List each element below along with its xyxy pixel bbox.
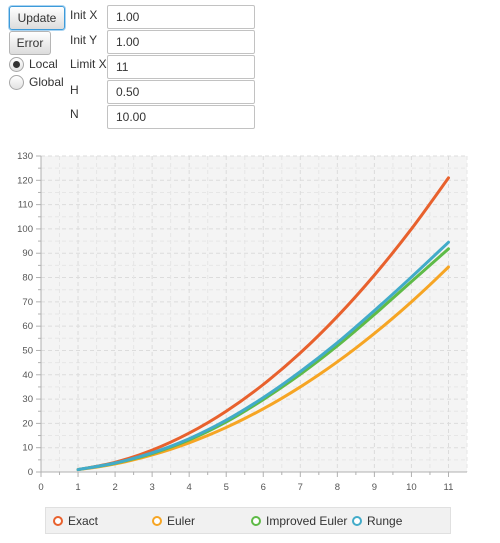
y-tick-label: 30	[22, 394, 33, 405]
h-input[interactable]	[107, 80, 255, 104]
y-tick-label: 110	[18, 200, 33, 211]
radio-local[interactable]: Local	[9, 56, 58, 72]
x-tick-label: 0	[38, 482, 43, 493]
legend-item-runge: Runge	[352, 514, 402, 528]
x-tick-label: 7	[298, 482, 303, 493]
init-y-label: Init Y	[70, 33, 98, 47]
x-tick-label: 2	[112, 482, 117, 493]
legend-item-euler: Euler	[152, 514, 195, 528]
legend-exact-symbol	[53, 516, 63, 526]
n-label: N	[70, 107, 79, 121]
update-button[interactable]: Update	[9, 6, 65, 30]
series-line-runge	[76, 240, 450, 472]
legend-item-exact: Exact	[53, 514, 98, 528]
y-tick-label: 10	[22, 443, 33, 454]
radio-global-indicator[interactable]	[9, 74, 24, 90]
legend-improved-euler-symbol	[251, 516, 261, 526]
error-button[interactable]: Error	[9, 31, 51, 55]
x-tick-label: 4	[187, 482, 192, 493]
x-tick-label: 11	[444, 482, 454, 493]
line-chart: 0 10 20 30 40 50 60 70 80 90 100 110 120 130 0 1 2 3 4 5 6 7 8…	[17, 151, 468, 493]
y-tick-label: 120	[17, 175, 33, 186]
y-tick-label: 90	[22, 248, 33, 259]
y-tick-label: 130	[17, 151, 33, 162]
legend-runge-label: Runge	[367, 514, 403, 528]
radio-global-label: Global	[29, 75, 64, 89]
x-tick-label: 6	[261, 482, 266, 493]
legend-euler-label: Euler	[167, 514, 196, 528]
x-tick-label: 9	[372, 482, 377, 493]
radio-global[interactable]: Global	[9, 74, 64, 90]
init-x-input[interactable]	[107, 5, 255, 29]
n-input[interactable]	[107, 105, 255, 129]
legend-item-improved-euler: Improved Euler	[251, 514, 347, 528]
x-tick-label: 10	[406, 482, 417, 493]
radio-local-indicator[interactable]	[9, 56, 24, 72]
y-tick-label: 100	[17, 224, 33, 235]
x-tick-label: 1	[75, 482, 80, 493]
x-tick-label: 5	[224, 482, 229, 493]
limit-x-label: Limit X	[70, 57, 107, 71]
y-tick-label: 50	[22, 345, 33, 356]
legend-runge-symbol	[352, 516, 362, 526]
legend-improved-euler-label: Improved Euler	[266, 514, 348, 528]
y-tick-label: 80	[22, 273, 33, 284]
y-tick-label: 70	[22, 297, 33, 308]
x-tick-label: 8	[335, 482, 340, 493]
init-x-label: Init X	[70, 8, 98, 22]
legend-exact-label: Exact	[68, 514, 99, 528]
h-label: H	[70, 83, 79, 97]
y-tick-label: 0	[28, 467, 33, 478]
x-tick-label: 3	[149, 482, 154, 493]
y-tick-label: 60	[22, 321, 33, 332]
legend-euler-symbol	[152, 516, 162, 526]
limit-x-input[interactable]	[107, 55, 255, 79]
radio-local-label: Local	[29, 57, 58, 71]
series-line-exact	[76, 176, 450, 472]
chart-legend: Exact Euler Improved Euler Runge	[45, 507, 451, 534]
y-tick-label: 40	[22, 370, 33, 381]
y-tick-label: 20	[22, 418, 33, 429]
init-y-input[interactable]	[107, 30, 255, 54]
